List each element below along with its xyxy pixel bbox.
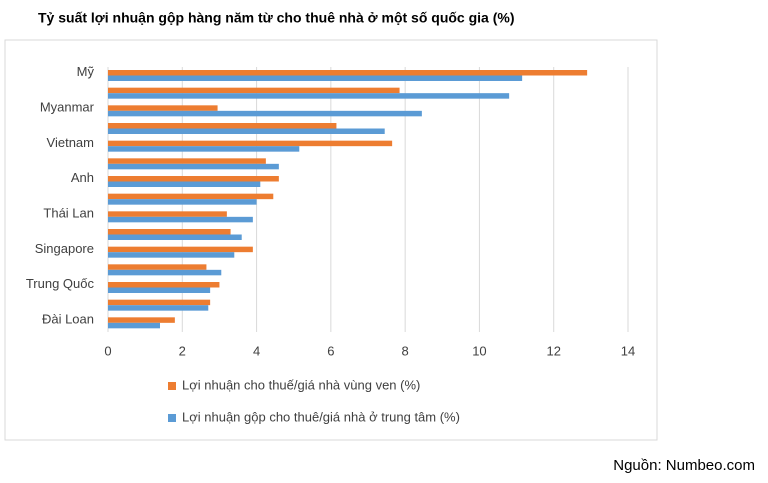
x-tick-label: 14: [621, 343, 635, 358]
bar: [108, 163, 279, 170]
bar: [108, 158, 266, 164]
bar: [108, 105, 218, 111]
y-tick-label: Thái Lan: [43, 206, 94, 221]
bar: [108, 123, 337, 129]
bar: [108, 252, 235, 258]
x-tick-label: 0: [104, 343, 111, 358]
bar: [108, 70, 588, 76]
bar: [108, 199, 257, 205]
bar: [108, 93, 510, 99]
bar: [108, 110, 422, 117]
bar: [108, 305, 209, 311]
bar: [108, 87, 400, 94]
chart-frame: [4, 39, 658, 441]
bar: [108, 282, 220, 288]
x-tick-label: 10: [472, 343, 486, 358]
bar: [108, 128, 385, 134]
bar: [108, 211, 227, 217]
y-tick-label: Anh: [71, 170, 94, 185]
y-tick-label: Myanmar: [40, 100, 95, 115]
y-tick-label: Đài Loan: [42, 312, 94, 327]
bar: [108, 287, 211, 293]
x-tick-label: 4: [253, 343, 260, 358]
bar: [108, 216, 253, 223]
bar: [108, 246, 253, 253]
x-tick-label: 8: [402, 343, 409, 358]
x-tick-label: 2: [179, 343, 186, 358]
bar: [108, 181, 261, 187]
bar: [108, 75, 523, 81]
x-tick-label: 12: [546, 343, 560, 358]
bar: [108, 146, 300, 152]
legend-swatch: [168, 414, 176, 422]
bar: [108, 322, 160, 329]
y-tick-label: Singapore: [35, 241, 94, 256]
legend-label: Lợi nhuận gộp cho thuê/giá nhà ở trung t…: [182, 409, 460, 424]
y-tick-label: Vietnam: [47, 135, 94, 150]
y-tick-label: Mỹ: [77, 64, 95, 79]
bar: [108, 193, 274, 200]
bar: [108, 317, 175, 323]
bar: [108, 229, 231, 235]
bar: [108, 176, 279, 182]
y-tick-label: Trung Quốc: [26, 276, 95, 291]
bar: [108, 234, 242, 240]
bar: [108, 140, 393, 147]
chart-title: Tỷ suất lợi nhuận gộp hàng năm từ cho th…: [38, 10, 515, 26]
bar: [108, 269, 222, 276]
source: Nguồn: Numbeo.com: [613, 457, 755, 474]
legend-label: Lợi nhuận cho thuế/giá nhà vùng ven (%): [182, 377, 420, 392]
bar: [108, 299, 211, 306]
bar: [108, 264, 207, 270]
x-tick-label: 6: [327, 343, 334, 358]
legend-swatch: [168, 382, 176, 390]
